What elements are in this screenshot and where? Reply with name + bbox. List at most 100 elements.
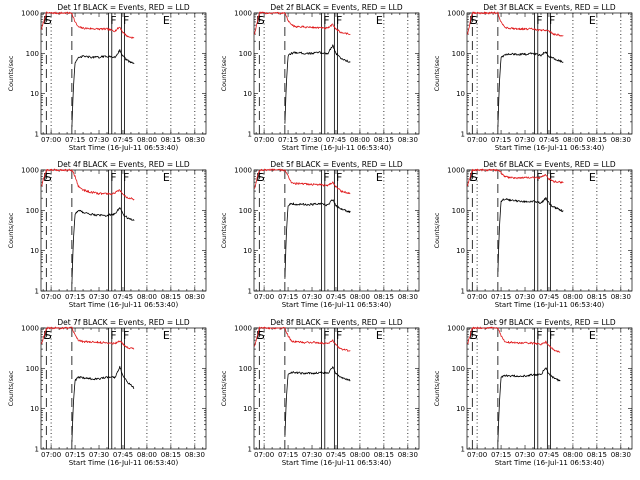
flag-label: E: [256, 14, 263, 27]
y-tick-label: 1000: [21, 167, 39, 175]
plot-frame: [253, 12, 420, 135]
events-series-line: [497, 367, 561, 442]
flag-label: S: [45, 14, 52, 27]
x-tick-label: 07:00: [41, 293, 61, 301]
y-tick-label: 10: [456, 90, 465, 98]
flag-label: S: [258, 14, 265, 27]
flag-label: S: [258, 329, 265, 342]
x-tick-label: 08:15: [374, 451, 394, 459]
events-series-line: [71, 207, 135, 284]
x-tick-label: 07:15: [491, 451, 511, 459]
x-tick-label: 08:00: [350, 293, 370, 301]
x-tick-label: 08:00: [350, 451, 370, 459]
x-axis-label: Start Time (16-Jul-11 06:53:40): [495, 459, 605, 467]
y-tick-label: 1: [461, 288, 465, 296]
panel-title: Det 3f BLACK = Events, RED = LLD: [483, 3, 616, 12]
y-tick-label: 1: [35, 131, 39, 139]
events-series-line: [71, 365, 135, 442]
x-tick-label: 08:00: [137, 293, 157, 301]
detector-panel: Det 8f BLACK = Events, RED = LLD 1 10 100 10…: [220, 318, 420, 467]
x-axis-label: Start Time (16-Jul-11 06:53:40): [282, 144, 392, 152]
y-tick-label: 100: [452, 50, 465, 58]
events-series-line: [284, 366, 351, 437]
panel-title: Det 6f BLACK = Events, RED = LLD: [483, 160, 616, 169]
y-tick-label: 1: [35, 446, 39, 454]
y-tick-label: 100: [26, 365, 39, 373]
x-axis-label: Start Time (16-Jul-11 06:53:40): [495, 144, 605, 152]
flag-label: E: [376, 329, 383, 342]
y-tick-label: 10: [243, 247, 252, 255]
x-tick-label: 08:30: [398, 136, 418, 144]
x-tick-label: 07:00: [41, 136, 61, 144]
y-tick-label: 1: [248, 288, 252, 296]
x-tick-label: 07:00: [41, 451, 61, 459]
y-tick-label: 1000: [21, 10, 39, 18]
flag-label: F: [549, 14, 555, 27]
y-axis-label: Counts/sec: [433, 55, 441, 91]
flag-label: F: [110, 329, 116, 342]
x-tick-label: 08:15: [161, 451, 181, 459]
x-tick-label: 07:45: [113, 293, 133, 301]
plot-frame: [466, 12, 633, 135]
y-tick-label: 1: [248, 446, 252, 454]
y-tick-label: 1: [461, 446, 465, 454]
x-axis-label: Start Time (16-Jul-11 06:53:40): [69, 459, 179, 467]
y-tick-label: 1000: [447, 167, 465, 175]
flag-label: E: [589, 14, 596, 27]
x-tick-label: 07:00: [254, 293, 274, 301]
y-tick-label: 10: [243, 90, 252, 98]
x-tick-label: 08:00: [137, 451, 157, 459]
y-tick-label: 100: [26, 50, 39, 58]
flag-label: F: [110, 14, 116, 27]
x-tick-label: 08:30: [185, 451, 205, 459]
flag-label: S: [258, 171, 265, 184]
x-tick-label: 07:30: [515, 136, 535, 144]
y-tick-label: 1: [461, 131, 465, 139]
y-tick-label: 1000: [447, 325, 465, 333]
flag-label: F: [549, 329, 555, 342]
x-tick-label: 07:15: [278, 451, 298, 459]
x-tick-label: 08:15: [374, 136, 394, 144]
lld-series-line: [254, 168, 351, 195]
x-tick-label: 07:30: [302, 136, 322, 144]
x-tick-label: 07:30: [302, 293, 322, 301]
lld-series-line: [467, 168, 564, 187]
panel-title: Det 4f BLACK = Events, RED = LLD: [57, 160, 190, 169]
y-tick-label: 100: [452, 207, 465, 215]
x-tick-label: 07:15: [278, 293, 298, 301]
flag-label: E: [43, 329, 50, 342]
detector-panel: Det 2f BLACK = Events, RED = LLD 1 10 100 10…: [220, 3, 420, 152]
x-tick-label: 08:15: [161, 136, 181, 144]
x-tick-label: 08:30: [185, 293, 205, 301]
x-tick-label: 07:45: [326, 451, 346, 459]
detector-panel: Det 6f BLACK = Events, RED = LLD 1 10 100 10…: [433, 160, 633, 309]
detector-panel: Det 9f BLACK = Events, RED = LLD 1 10 100 10…: [433, 318, 633, 467]
flag-label: E: [163, 171, 170, 184]
x-tick-label: 07:30: [302, 451, 322, 459]
x-tick-label: 07:45: [326, 136, 346, 144]
detector-panel: Det 1f BLACK = Events, RED = LLD 1 10 100 10…: [7, 3, 207, 152]
flag-label: F: [536, 171, 542, 184]
x-tick-label: 08:30: [398, 451, 418, 459]
flag-label: F: [123, 329, 129, 342]
y-tick-label: 100: [452, 365, 465, 373]
x-tick-label: 07:45: [113, 451, 133, 459]
x-tick-label: 07:00: [467, 136, 487, 144]
x-tick-label: 07:45: [113, 136, 133, 144]
plot-frame: [466, 327, 633, 450]
flag-label: S: [45, 171, 52, 184]
x-tick-label: 07:45: [326, 293, 346, 301]
y-tick-label: 100: [239, 365, 252, 373]
y-axis-label: Counts/sec: [220, 55, 228, 91]
x-tick-label: 07:30: [89, 293, 109, 301]
x-tick-label: 08:30: [611, 293, 631, 301]
y-tick-label: 1000: [234, 167, 252, 175]
y-tick-label: 100: [26, 207, 39, 215]
x-tick-label: 08:00: [350, 136, 370, 144]
flag-label: F: [110, 171, 116, 184]
lld-series-line: [41, 168, 135, 201]
x-tick-label: 07:30: [89, 136, 109, 144]
panel-title: Det 7f BLACK = Events, RED = LLD: [57, 318, 190, 327]
y-axis-label: Counts/sec: [220, 212, 228, 248]
flag-label: E: [256, 329, 263, 342]
